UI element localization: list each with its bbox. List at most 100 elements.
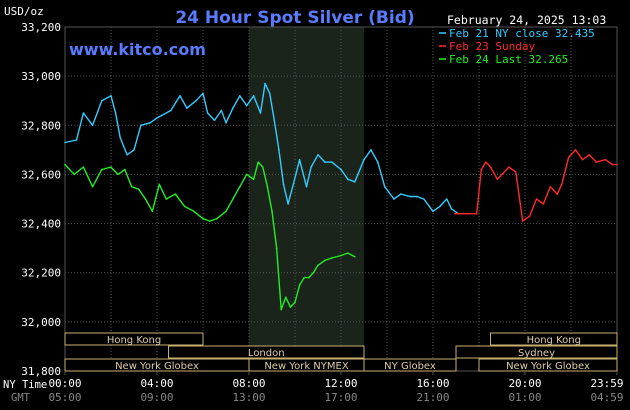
x-tick-label-ny: 04:00 bbox=[140, 377, 173, 390]
gmt-label: GMT bbox=[11, 392, 31, 404]
session-bar-label: London bbox=[248, 348, 285, 359]
session-bar: New York NYMEX bbox=[248, 358, 365, 372]
series-point bbox=[282, 183, 285, 186]
legend-item: Feb 23 Sunday bbox=[439, 40, 535, 53]
series-point bbox=[331, 161, 333, 163]
series-point bbox=[312, 271, 315, 274]
series-point bbox=[119, 136, 121, 139]
session-bar: London bbox=[168, 345, 365, 359]
series-point bbox=[317, 264, 319, 267]
series-point bbox=[501, 173, 503, 176]
series-point bbox=[489, 166, 492, 168]
y-tick-label: 33,000 bbox=[21, 70, 61, 83]
series-point bbox=[439, 205, 441, 208]
series-point bbox=[581, 158, 584, 161]
series-line bbox=[64, 82, 459, 215]
series-point bbox=[515, 171, 517, 173]
session-bar-box bbox=[168, 345, 365, 359]
series-point bbox=[124, 168, 126, 171]
series-point bbox=[195, 99, 197, 102]
session-bar: Hong Kong bbox=[490, 332, 618, 346]
x-tick-label-gmt: 01:00 bbox=[508, 391, 541, 404]
x-tick-label-ny: 08:00 bbox=[232, 377, 265, 390]
series-point bbox=[156, 117, 158, 119]
series-point bbox=[209, 220, 211, 222]
series-point bbox=[264, 82, 266, 85]
series-point bbox=[202, 217, 204, 220]
series-point bbox=[266, 185, 269, 188]
series-point bbox=[450, 208, 453, 210]
series-point bbox=[485, 161, 487, 163]
series-point bbox=[101, 168, 103, 171]
series-point bbox=[110, 166, 112, 168]
series-point bbox=[416, 195, 418, 198]
session-bar-box bbox=[64, 332, 204, 346]
series-point bbox=[475, 212, 478, 215]
session-bar-box bbox=[363, 358, 457, 372]
series-point bbox=[409, 195, 411, 198]
series-point bbox=[252, 95, 255, 97]
series-point bbox=[239, 185, 241, 188]
series-point bbox=[273, 119, 276, 122]
series-point bbox=[130, 185, 133, 188]
legend-label: Feb 21 NY close 32.435 bbox=[449, 27, 595, 40]
series-point bbox=[114, 112, 117, 114]
series-point bbox=[170, 109, 172, 112]
y-tick-label: 32,600 bbox=[21, 168, 61, 181]
series-point bbox=[82, 112, 85, 114]
x-tick-label-ny: 20:00 bbox=[508, 377, 541, 390]
x-tick-label-ny: 00:00 bbox=[48, 377, 81, 390]
session-bar-box bbox=[455, 345, 618, 359]
session-bar-label: Sydney bbox=[518, 348, 555, 359]
series-point bbox=[556, 193, 558, 195]
series-point bbox=[432, 210, 434, 213]
series-point bbox=[278, 149, 280, 151]
nymex-highlight-band bbox=[249, 27, 364, 371]
series-point bbox=[285, 296, 287, 299]
series-point bbox=[305, 185, 308, 188]
series-point bbox=[611, 163, 614, 166]
series-point bbox=[308, 276, 310, 279]
series-point bbox=[259, 112, 262, 114]
series-point bbox=[165, 198, 167, 200]
session-bar-label: Hong Kong bbox=[107, 335, 161, 346]
series-point bbox=[186, 107, 188, 109]
series-point bbox=[324, 259, 326, 262]
y-tick-label: 32,800 bbox=[21, 119, 61, 132]
series-point bbox=[225, 122, 227, 124]
series-point bbox=[101, 99, 103, 102]
session-bar: NY Globex bbox=[363, 358, 457, 372]
y-tick-label: 32,400 bbox=[21, 218, 61, 231]
x-tick-label-gmt: 13:00 bbox=[232, 391, 265, 404]
series-point bbox=[232, 198, 234, 200]
series-point bbox=[561, 183, 563, 186]
series-point bbox=[126, 153, 128, 156]
series-point bbox=[542, 203, 545, 205]
series-group bbox=[454, 149, 618, 222]
ny-time-label: NY Time bbox=[3, 379, 47, 391]
series-point bbox=[331, 257, 333, 259]
series-point bbox=[158, 183, 161, 186]
series-point bbox=[595, 161, 598, 163]
series-point bbox=[289, 306, 292, 308]
legend-label: Feb 24 Last 32.265 bbox=[449, 53, 568, 66]
session-bar-label: New York Globex bbox=[115, 361, 199, 372]
session-bar-label: Hong Kong bbox=[527, 335, 581, 346]
price-series bbox=[64, 82, 618, 311]
series-point bbox=[535, 198, 538, 200]
series-point bbox=[370, 149, 372, 151]
series-point bbox=[549, 185, 552, 188]
series-point bbox=[528, 215, 531, 217]
series-point bbox=[133, 149, 135, 151]
series-point bbox=[245, 173, 248, 176]
series-point bbox=[588, 153, 591, 156]
chart-timestamp: February 24, 2025 13:03 bbox=[447, 13, 606, 27]
x-tick-label-gmt: 17:00 bbox=[324, 391, 357, 404]
series-point bbox=[347, 252, 349, 254]
series-point bbox=[324, 161, 326, 163]
chart-title: 24 Hour Spot Silver (Bid) bbox=[175, 8, 414, 28]
legend-item: Feb 21 NY close 32.435 bbox=[439, 27, 595, 40]
x-tick-label-ny: 23:59 bbox=[590, 377, 623, 390]
series-point bbox=[275, 247, 278, 249]
